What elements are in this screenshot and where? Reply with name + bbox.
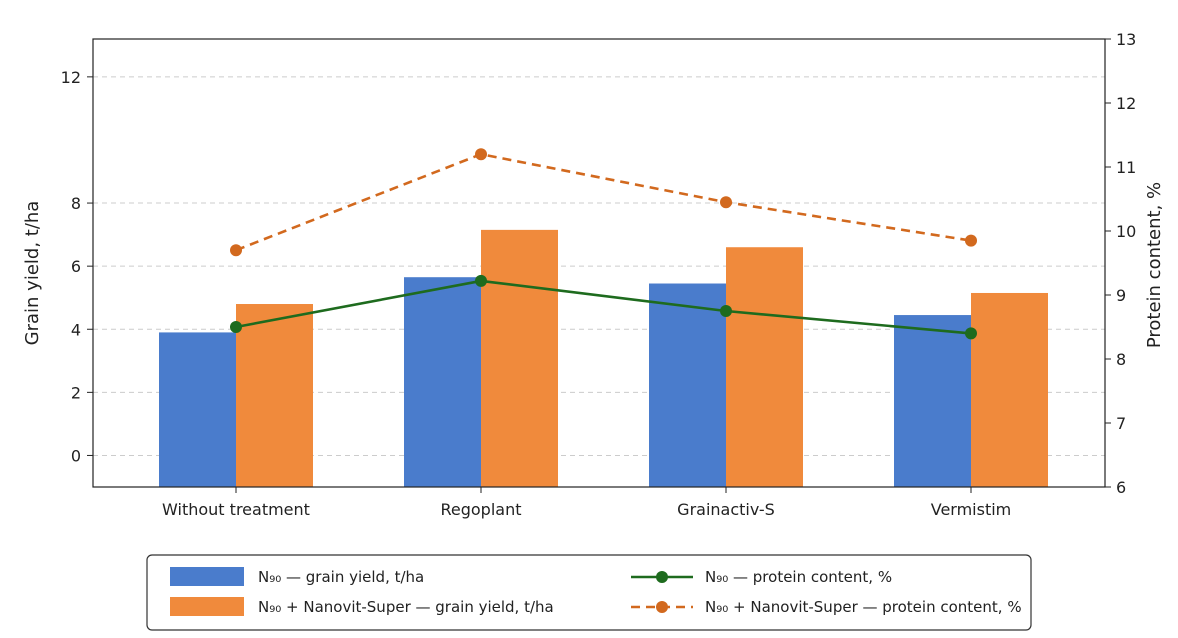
y2-tick-label: 12	[1116, 94, 1136, 113]
x-tick-label: Vermistim	[931, 500, 1012, 519]
y2-tick-label: 10	[1116, 222, 1136, 241]
y2-tick-label: 8	[1116, 350, 1126, 369]
y-tick-label: 12	[61, 68, 81, 87]
x-tick-label: Grainactiv-S	[677, 500, 775, 519]
series-point	[720, 196, 732, 209]
y-axis-label: Grain yield, t/ha	[22, 201, 43, 346]
bar	[481, 229, 558, 488]
legend-label: N₉₀ + Nanovit-Super — protein content, %	[705, 598, 1022, 616]
legend-box	[146, 554, 1032, 631]
y-tick-label: 2	[71, 383, 81, 402]
legend-marker	[656, 601, 668, 613]
legend-swatch	[170, 597, 244, 616]
bar	[894, 315, 971, 487]
series-point	[965, 327, 977, 340]
legend-label: N₉₀ — protein content, %	[705, 568, 892, 586]
bar	[726, 247, 803, 487]
plot-frame	[92, 38, 1106, 488]
legend: N₉₀ — grain yield, t/ha N₉₀ + Nanovit-Sup…	[146, 554, 1032, 631]
legend-label: N₉₀ — grain yield, t/ha	[258, 568, 424, 586]
series-point	[965, 234, 977, 247]
grid-layer	[93, 76, 1105, 456]
y2-tick-label: 7	[1116, 414, 1126, 433]
y-tick-label: 4	[71, 320, 81, 339]
y2-tick-label: 11	[1116, 158, 1136, 177]
series-point	[230, 321, 242, 333]
series-point	[475, 274, 487, 287]
bars-layer	[159, 229, 1048, 488]
bar	[649, 283, 726, 487]
lines-layer	[230, 148, 977, 340]
series-line	[235, 279, 972, 335]
axes-layer: 0 2 4 6 8 12 6 7 8 9 10 11 12 13 Without treatment Rego…	[61, 30, 1137, 519]
legend-swatch	[170, 567, 244, 586]
bar	[971, 292, 1048, 487]
y2-tick-label: 13	[1116, 30, 1136, 49]
x-tick-label: Without treatment	[162, 500, 310, 519]
y2-tick-label: 9	[1116, 286, 1126, 305]
y-tick-label: 0	[71, 446, 81, 465]
x-tick-label: Regoplant	[440, 500, 521, 519]
legend-marker	[656, 571, 668, 583]
y-tick-label: 8	[71, 194, 81, 213]
y2-axis-label: Protein content, %	[1144, 182, 1165, 348]
series-line	[235, 152, 972, 252]
series-point	[720, 305, 732, 317]
series-point	[230, 244, 242, 257]
series-point	[475, 148, 487, 161]
y-tick-label: 6	[71, 257, 81, 276]
y2-tick-label: 6	[1116, 478, 1126, 497]
bar	[404, 277, 481, 487]
bar	[159, 332, 236, 487]
legend-label: N₉₀ + Nanovit-Super — grain yield, t/ha	[258, 598, 554, 616]
bar	[236, 304, 313, 487]
